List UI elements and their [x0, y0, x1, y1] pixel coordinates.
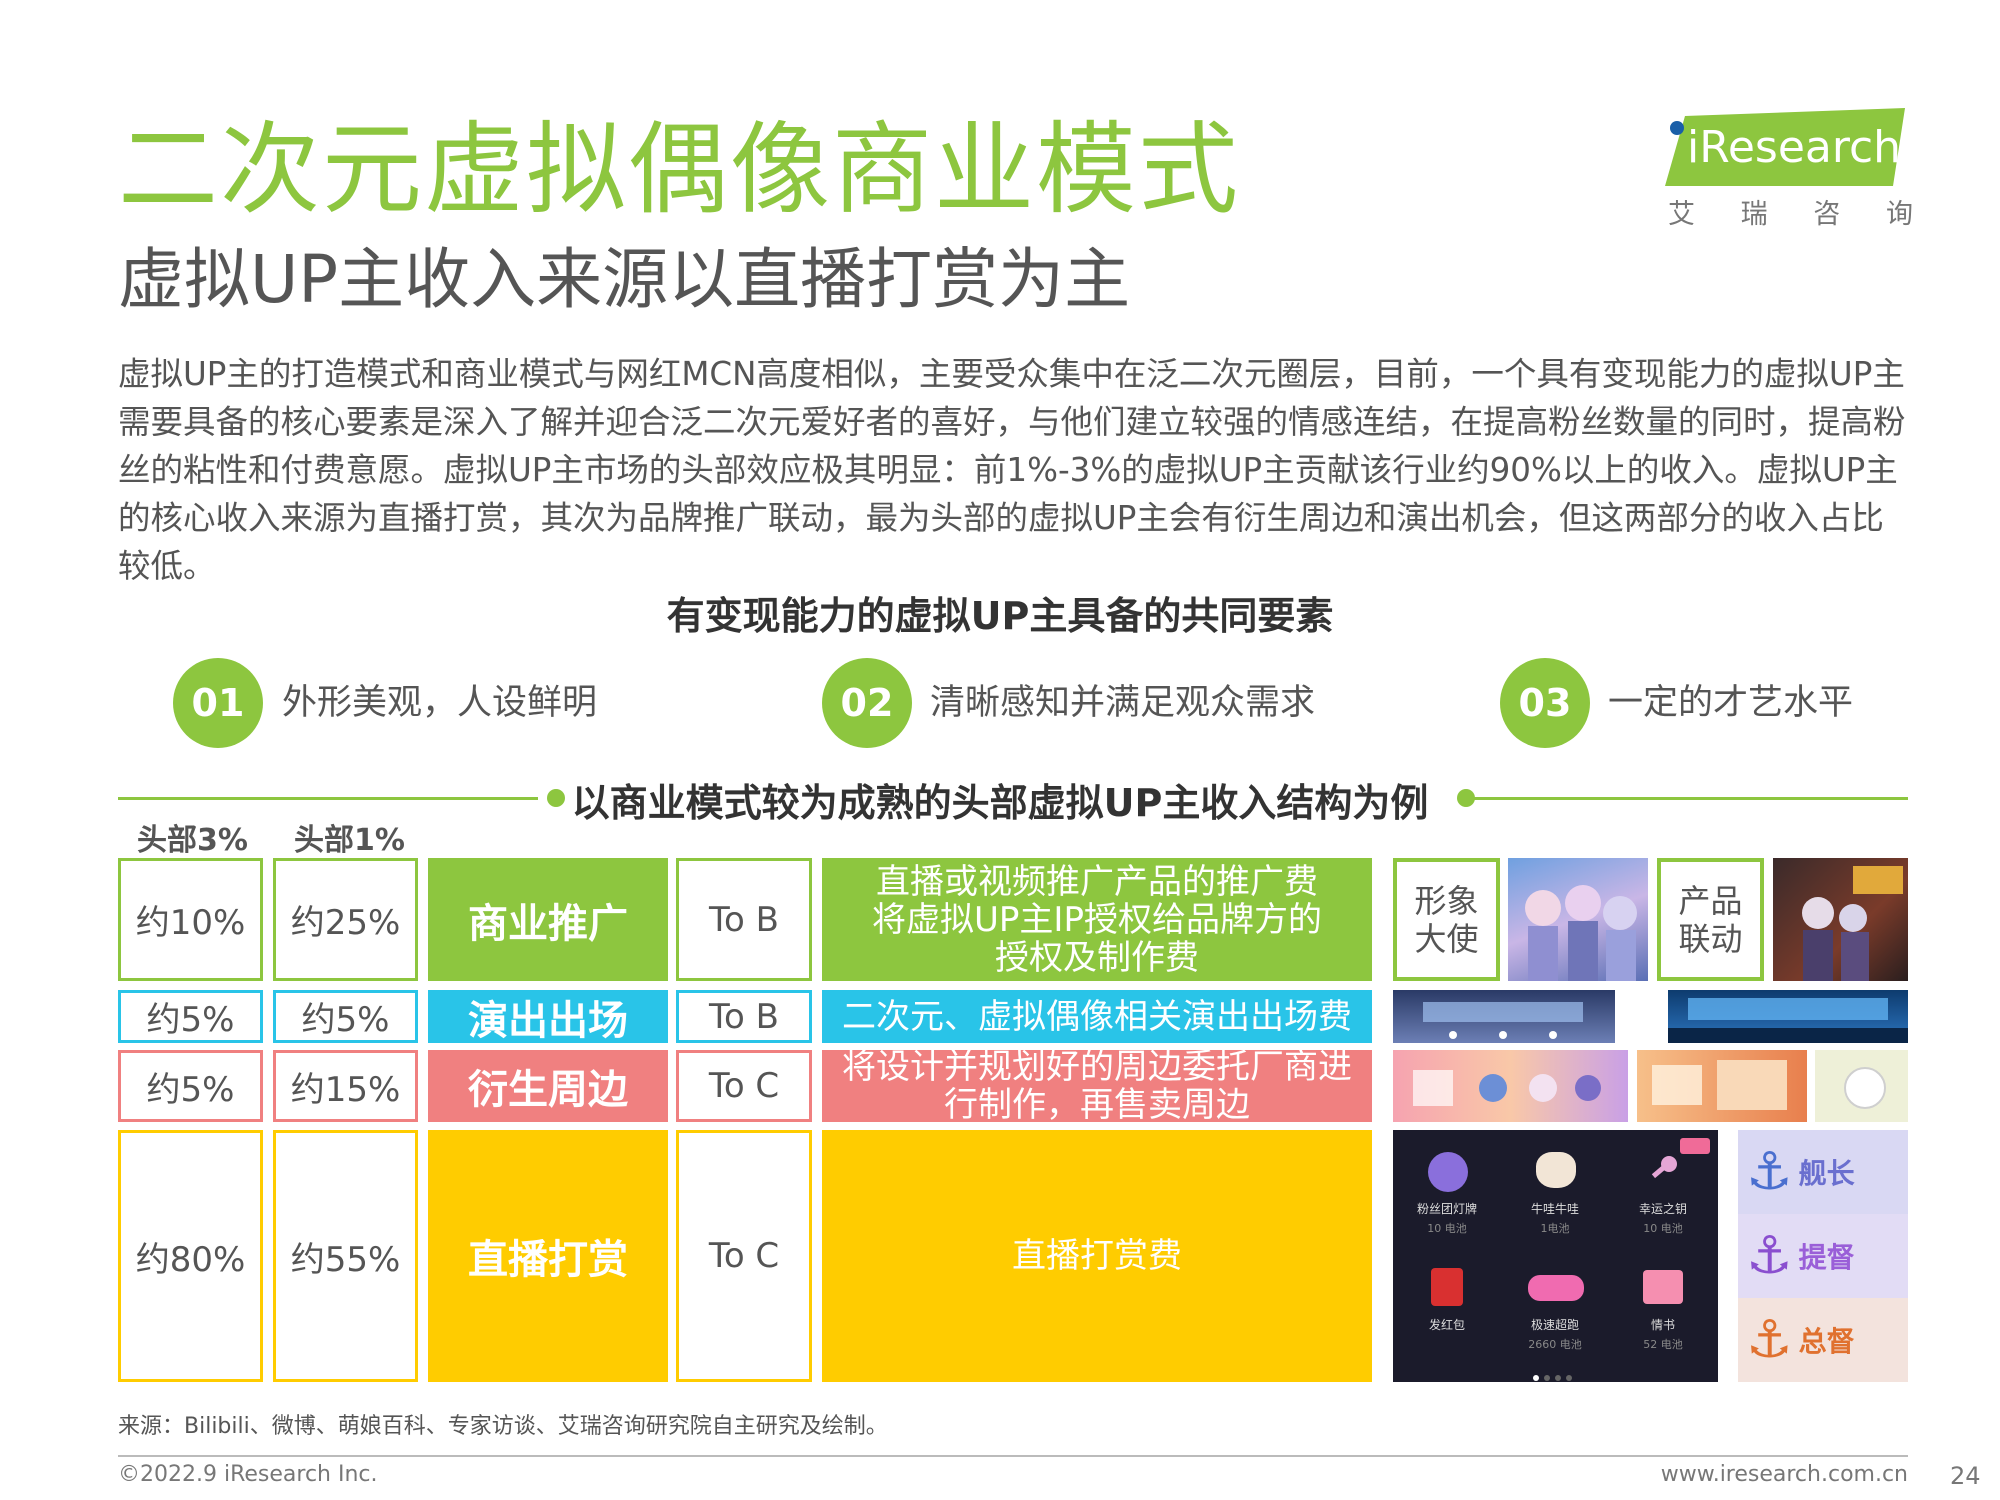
- page-number: 24: [1950, 1462, 1981, 1490]
- feature-text-3: 一定的才艺水平: [1608, 683, 1854, 723]
- row1-head1-pct: 约25%: [273, 858, 418, 981]
- rank-admiral-badge: ⚓ 提督: [1738, 1214, 1908, 1298]
- key-icon: [1645, 1152, 1681, 1188]
- anchor-icon: ⚓: [1746, 1226, 1793, 1286]
- feature-num-1: 01: [173, 658, 263, 748]
- gift-name-4: 发红包: [1428, 1318, 1465, 1332]
- row2-head3-pct: 约5%: [118, 990, 263, 1043]
- feature-text-2: 清晰感知并满足观众需求: [930, 683, 1316, 723]
- iresearch-logo: iResearch: [1665, 108, 1905, 188]
- gift-name-1: 粉丝团灯牌: [1416, 1202, 1477, 1216]
- row1-target: To B: [676, 858, 812, 981]
- row3-head3-pct: 约5%: [118, 1050, 263, 1122]
- row4-head3-pct: 约80%: [118, 1130, 263, 1382]
- row3-head1-pct: 约15%: [273, 1050, 418, 1122]
- row1-head3-pct: 约10%: [118, 858, 263, 981]
- row4-head1-pct: 约55%: [273, 1130, 418, 1382]
- income-heading: 以商业模式较为成熟的头部虚拟UP主收入结构为例: [571, 781, 1429, 825]
- row4-description: 直播打赏费: [822, 1130, 1372, 1382]
- concert-stage-image-1: [1393, 990, 1615, 1043]
- row3-target: To C: [676, 1050, 812, 1122]
- red-envelope-icon: [1431, 1268, 1463, 1306]
- row3-description: 将设计并规划好的周边委托厂商进 行制作，再售卖周边: [822, 1050, 1372, 1122]
- feature-num-3: 03: [1500, 658, 1590, 748]
- page-subtitle: 虚拟UP主收入来源以直播打赏为主: [118, 241, 1131, 318]
- product-collab-image: [1773, 858, 1908, 981]
- footer-rule: [118, 1455, 1908, 1457]
- logo-chinese: 艾 瑞 咨 询: [1668, 199, 1913, 230]
- row1-description: 直播或视频推广产品的推广费 将虚拟UP主IP授权给品牌方的 授权及制作费: [822, 858, 1372, 981]
- anchor-icon: ⚓: [1746, 1142, 1793, 1202]
- sports-car-icon: [1528, 1275, 1584, 1301]
- row2-category: 演出出场: [428, 990, 668, 1044]
- body-paragraph: 虚拟UP主的打造模式和商业模式与网红MCN高度相似，主要受众集中在泛二次元圈层，…: [118, 355, 1906, 585]
- feature-num-2: 02: [822, 658, 912, 748]
- fan-light-icon: [1428, 1152, 1468, 1192]
- features-heading: 有变现能力的虚拟UP主具备的共同要素: [666, 594, 1334, 638]
- gift-price-2: 1电池: [1540, 1222, 1570, 1235]
- anime-idol-poster-image: [1508, 858, 1648, 981]
- concert-stage-image-2: [1668, 990, 1908, 1043]
- gift-name-3: 幸运之钥: [1638, 1202, 1687, 1216]
- source-note: 来源：Bilibili、微博、萌娘百科、专家访谈、艾瑞咨询研究院自主研究及绘制。: [118, 1414, 888, 1439]
- merchandise-image-1: [1393, 1050, 1628, 1122]
- divider-dot-left: [547, 789, 565, 807]
- row2-head1-pct: 约5%: [273, 990, 418, 1043]
- role-collab: 产品 联动: [1657, 858, 1764, 981]
- gift-name-5: 极速超跑: [1530, 1318, 1579, 1332]
- merchandise-image-3: [1815, 1050, 1908, 1122]
- col-head-1pct: 头部1%: [294, 823, 405, 858]
- gift-price-6: 52 电池: [1643, 1338, 1683, 1351]
- rank-captain-badge: ⚓ 舰长: [1738, 1130, 1908, 1214]
- gift-price-3: 10 电池: [1643, 1222, 1683, 1235]
- row4-target: To C: [676, 1130, 812, 1382]
- merchandise-image-2: [1637, 1050, 1807, 1122]
- rank-governor-badge: ⚓ 总督: [1738, 1298, 1908, 1382]
- copyright: ©2022.9 iResearch Inc.: [118, 1462, 378, 1487]
- gift-name-6: 情书: [1650, 1318, 1675, 1332]
- row2-target: To B: [676, 990, 812, 1043]
- gift-price-5: 2660 电池: [1528, 1338, 1582, 1351]
- live-gift-panel: 粉丝团灯牌 10 电池 牛哇牛哇 1电池 幸运之钥 10 电池 发红包 极速超跑…: [1393, 1130, 1718, 1382]
- page-title: 二次元虚拟偶像商业模式: [118, 111, 1240, 228]
- feature-text-1: 外形美观，人设鲜明: [282, 683, 598, 723]
- row4-category: 直播打赏: [428, 1130, 668, 1382]
- heading-mask: [538, 770, 1458, 825]
- row1-category: 商业推广: [428, 858, 668, 981]
- website-url: www.iresearch.com.cn: [1660, 1462, 1908, 1487]
- badge-icon: [1680, 1138, 1710, 1154]
- gift-name-2: 牛哇牛哇: [1530, 1202, 1579, 1216]
- page-dots: [1533, 1366, 1578, 1381]
- role-ambassador: 形象 大使: [1393, 858, 1500, 981]
- cow-icon: [1536, 1152, 1576, 1188]
- row2-description: 二次元、虚拟偶像相关演出出场费: [822, 990, 1372, 1043]
- anchor-icon: ⚓: [1746, 1310, 1793, 1370]
- love-letter-icon: [1643, 1270, 1683, 1304]
- gift-price-1: 10 电池: [1427, 1222, 1467, 1235]
- row3-category: 衍生周边: [428, 1050, 668, 1122]
- logo-text: iResearch: [1687, 122, 1902, 173]
- col-head-3pct: 头部3%: [137, 823, 248, 858]
- divider-dot-right: [1457, 789, 1475, 807]
